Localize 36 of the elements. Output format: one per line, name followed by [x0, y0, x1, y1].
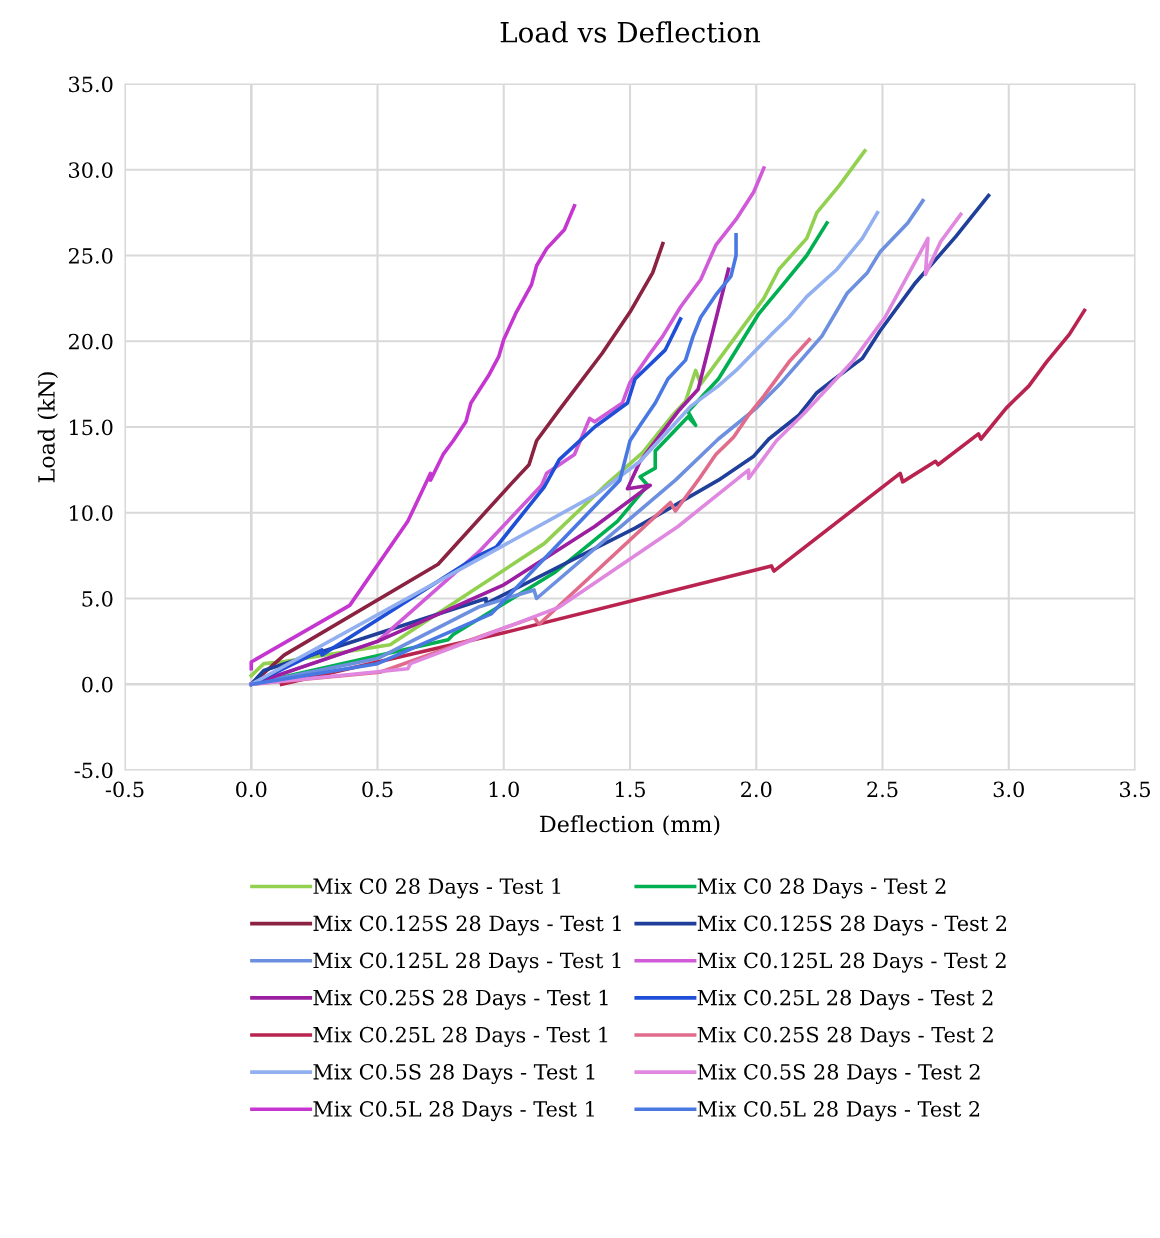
x-tick-label: 3.0 [993, 781, 1024, 798]
y-tick-label: 5.0 [82, 590, 113, 607]
legend-label: Mix C0 28 Days - Test 1 [313, 878, 561, 899]
y-axis-title: Load (kN) [37, 372, 59, 483]
y-tick-label: 15.0 [70, 419, 113, 436]
x-tick-label: 1.0 [489, 781, 519, 798]
x-tick-label: -0.5 [105, 781, 144, 798]
y-tick-label: -5.0 [74, 762, 113, 779]
legend-label: Mix C0.5S 28 Days - Test 2 [697, 1063, 980, 1085]
legend-label: Mix C0.25L 28 Days - Test 1 [313, 1026, 608, 1047]
y-tick-label: 35.0 [69, 76, 113, 93]
x-tick-label: 2.5 [867, 781, 898, 798]
x-tick-label: 1.5 [615, 781, 645, 798]
y-tick-label: 30.0 [69, 162, 113, 178]
legend-label: Mix C0.125L 28 Days - Test 2 [697, 952, 1006, 973]
y-tick-label: 10.0 [70, 505, 113, 521]
x-tick-label: 0.5 [362, 781, 393, 798]
x-tick-label: 2.0 [741, 781, 772, 798]
legend-label: Mix C0.5L 28 Days - Test 2 [697, 1101, 980, 1122]
legend-label: Mix C0.125S 28 Days - Test 1 [313, 915, 621, 936]
legend-label: Mix C0.25L 28 Days - Test 2 [697, 989, 993, 1010]
y-tick-label: 0.0 [82, 676, 113, 693]
legend-label: Mix C0.25S 28 Days - Test 1 [313, 989, 608, 1010]
chart-title: Load vs Deflection [500, 21, 761, 43]
legend-label: Mix C0.125L 28 Days - Test 1 [313, 952, 621, 973]
line-series [249, 203, 577, 671]
legend-label: Mix C0.25S 28 Days - Test 2 [697, 1026, 993, 1047]
x-tick-label: 3.5 [1120, 781, 1150, 798]
legend-label: Mix C0.5L 28 Days - Test 1 [313, 1101, 594, 1122]
y-tick-label: 20.0 [68, 333, 113, 350]
y-tick-label: 25.0 [68, 247, 113, 264]
legend-label: Mix C0.125S 28 Days - Test 2 [697, 915, 1007, 936]
legend-label: Mix C0 28 Days - Test 2 [697, 878, 946, 899]
x-axis-title: Deflection (mm) [540, 815, 720, 836]
legend-label: Mix C0.5S 28 Days - Test 1 [313, 1063, 595, 1085]
x-tick-label: 0.0 [236, 781, 267, 798]
